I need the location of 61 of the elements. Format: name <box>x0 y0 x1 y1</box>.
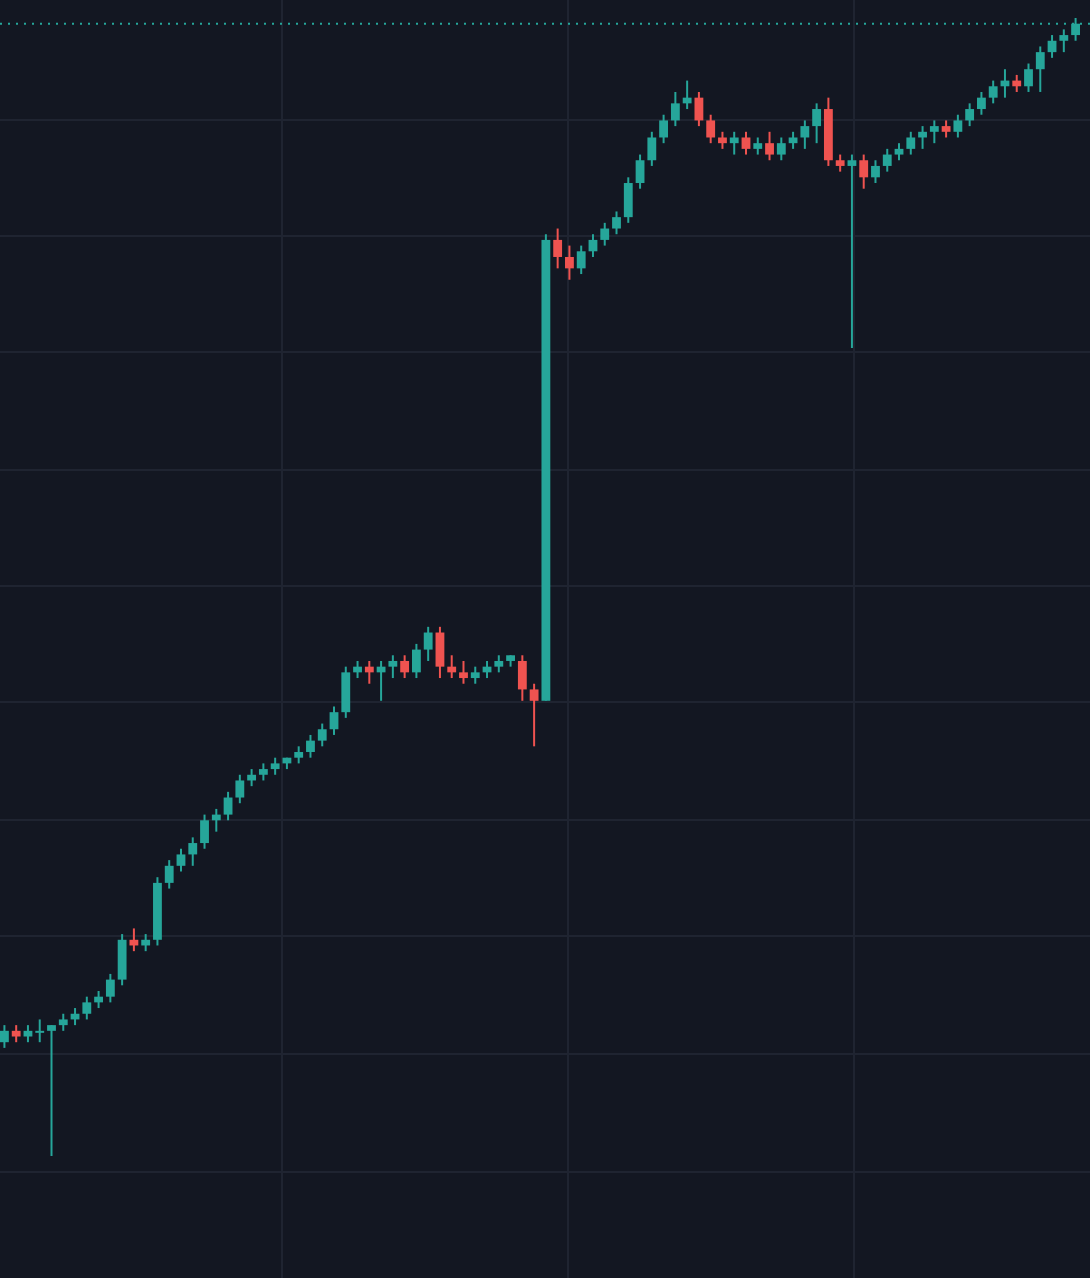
candlestick <box>47 1024 56 1157</box>
candlestick <box>306 733 315 759</box>
candlestick <box>1024 62 1033 93</box>
candlestick <box>906 130 916 156</box>
candlestick <box>977 90 986 116</box>
candlestick <box>176 847 186 873</box>
candlestick <box>929 119 939 145</box>
candlestick <box>965 102 975 128</box>
candlestick <box>659 113 669 145</box>
candlestick <box>647 130 657 167</box>
candlestick <box>576 244 586 276</box>
candlestick <box>447 654 457 680</box>
candlestick <box>376 659 386 702</box>
candlestick <box>918 125 927 150</box>
candlestick <box>423 625 433 662</box>
candlestick <box>388 654 398 680</box>
candlestick <box>400 654 410 680</box>
candlestick <box>776 136 786 162</box>
candlestick <box>411 642 421 680</box>
candlestick <box>953 113 963 139</box>
candlestick <box>694 90 704 128</box>
candlestick <box>859 153 869 190</box>
candlestick <box>223 790 233 822</box>
candlestick <box>553 227 563 270</box>
candlestick <box>882 147 892 173</box>
candlestick <box>164 859 174 890</box>
candlestick <box>800 119 810 150</box>
candlestick <box>329 705 339 736</box>
candlestick <box>729 130 739 156</box>
candlestick <box>235 773 245 805</box>
candlestick <box>200 813 209 850</box>
candlestick <box>741 130 751 156</box>
candlestick <box>847 153 857 350</box>
candlestick <box>565 244 574 281</box>
candlestick <box>82 995 92 1021</box>
candlestick <box>988 79 998 105</box>
candlestick <box>0 1024 9 1049</box>
candlestick <box>211 807 221 833</box>
candlestick <box>364 659 374 685</box>
candlestick <box>459 659 468 685</box>
candlestick <box>105 972 115 1004</box>
candlestick <box>612 210 621 236</box>
candlestick <box>517 654 527 702</box>
candlestick <box>623 176 633 224</box>
candlestick <box>765 130 774 162</box>
candlestick <box>871 159 880 185</box>
candlestick <box>529 682 539 748</box>
candlestick <box>706 113 716 145</box>
candlestick <box>117 933 127 987</box>
candlestick <box>435 625 445 680</box>
candlestick <box>341 665 351 719</box>
candlestick <box>682 79 692 111</box>
candlestick <box>812 102 822 145</box>
candlestick <box>1035 45 1045 93</box>
candlestick <box>1059 28 1069 54</box>
candlestick <box>670 90 680 128</box>
candlestick <box>317 722 327 748</box>
candlestick <box>635 153 645 190</box>
candlestick <box>600 221 610 247</box>
candlestick <box>129 927 139 953</box>
candlestick <box>188 836 198 867</box>
